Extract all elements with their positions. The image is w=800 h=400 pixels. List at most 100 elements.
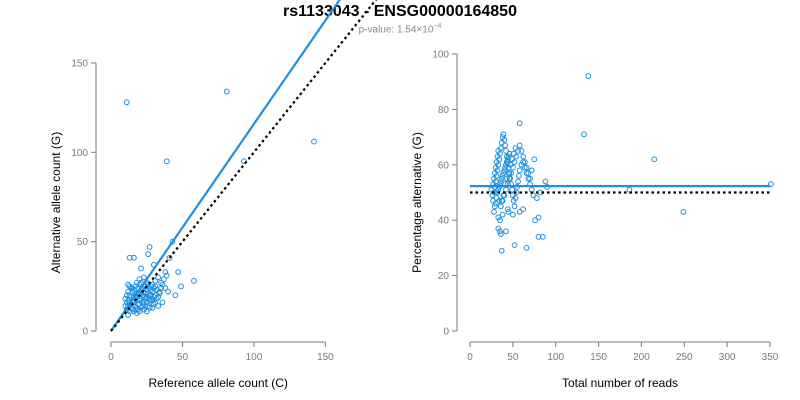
right-y-tick-label: 20: [438, 271, 450, 282]
left-data-point: [145, 281, 152, 288]
left-data-point: [146, 285, 153, 292]
right-data-point: [497, 217, 503, 224]
left-data-point: [140, 274, 147, 281]
right-data-point: [527, 175, 533, 182]
chart-title: rs1133043 - ENSG00000164850: [283, 3, 517, 20]
right-data-point: [497, 203, 504, 210]
right-data-point: [518, 148, 525, 154]
right-data-point: [504, 156, 511, 163]
right-data-point: [508, 170, 515, 177]
right-data-point: [516, 167, 523, 174]
right-data-point: [531, 156, 538, 163]
left-data-point: [223, 88, 230, 95]
right-data-point: [515, 172, 522, 179]
left-data-point: [125, 312, 132, 318]
left-x-tick-label: 150: [317, 352, 334, 363]
right-data-point: [521, 164, 528, 171]
right-y-tick-label: 0: [443, 327, 449, 338]
left-data-point: [158, 285, 164, 292]
right-y-axis-label: Percentage alternative (G): [410, 132, 424, 273]
right-data-point: [507, 161, 514, 168]
right-data-point: [651, 156, 658, 163]
left-data-point: [172, 292, 179, 299]
left-data-point: [163, 272, 170, 279]
right-data-point: [535, 233, 542, 240]
right-data-point: [680, 208, 687, 215]
right-data-point: [533, 195, 540, 201]
right-data-point: [491, 170, 498, 177]
left-data-point: [143, 308, 150, 315]
right-data-point: [523, 164, 530, 171]
right-x-tick-label: 0: [467, 352, 473, 363]
right-data-point: [491, 208, 497, 215]
right-data-point: [530, 192, 537, 199]
right-data-point: [505, 153, 512, 160]
right-data-point: [509, 156, 515, 163]
left-data-point: [156, 288, 163, 295]
left-data-point: [145, 251, 152, 258]
right-data-point: [495, 225, 502, 232]
left-data-point: [126, 283, 133, 290]
left-data-point: [162, 285, 169, 292]
right-data-point: [504, 206, 511, 213]
left-data-point: [123, 292, 130, 299]
right-data-point: [498, 247, 505, 254]
chart-subtitle: p-value: 1.54×10−4: [0, 23, 800, 35]
left-data-point: [149, 281, 156, 288]
right-data-point: [767, 181, 774, 188]
left-data-point: [123, 299, 130, 306]
right-data-point: [494, 153, 501, 160]
left-data-point: [125, 288, 132, 295]
right-data-point: [503, 153, 510, 160]
left-data-point: [152, 299, 159, 306]
left-data-point: [133, 279, 140, 286]
right-data-point: [496, 197, 503, 204]
right-data-point: [493, 159, 500, 165]
right-data-point: [539, 233, 546, 240]
pvalue-exponent: −4: [433, 23, 442, 30]
right-x-tick-label: 300: [719, 352, 736, 363]
left-x-tick-label: 0: [108, 352, 114, 363]
right-data-point: [499, 172, 506, 179]
left-data-point: [142, 290, 149, 297]
right-data-point: [542, 178, 549, 185]
left-data-point: [132, 303, 139, 309]
left-data-point: [133, 310, 140, 317]
right-data-point: [509, 211, 516, 218]
right-x-tick-label: 200: [633, 352, 650, 363]
left-data-point: [146, 244, 153, 250]
right-data-point: [502, 142, 509, 149]
right-data-point: [520, 206, 527, 213]
right-data-point: [491, 175, 497, 182]
left-data-point: [163, 158, 170, 165]
left-data-point: [150, 294, 157, 300]
right-y-tick-label: 40: [438, 216, 450, 227]
right-data-point: [581, 131, 587, 138]
right-data-point: [516, 142, 523, 149]
left-data-point: [241, 158, 247, 165]
left-data-point: [132, 306, 139, 313]
left-data-point: [152, 283, 159, 290]
right-data-point: [520, 153, 527, 160]
right-data-point: [497, 231, 504, 237]
left-data-point: [175, 269, 182, 275]
left-data-point: [191, 278, 197, 284]
right-data-point: [503, 148, 509, 154]
right-data-point: [512, 145, 519, 152]
right-x-tick-label: 150: [590, 352, 607, 363]
right-data-point: [528, 167, 535, 174]
right-y-tick-label: 100: [432, 50, 449, 61]
right-data-point: [492, 164, 499, 171]
right-data-point: [626, 186, 633, 193]
right-data-point: [503, 175, 510, 182]
left-data-point: [162, 269, 169, 275]
right-data-point: [505, 170, 512, 177]
left-data-point: [149, 297, 156, 304]
left-data-point: [138, 295, 144, 302]
left-data-point: [156, 290, 163, 297]
right-data-point: [488, 186, 495, 193]
right-data-point: [523, 170, 530, 177]
left-data-point: [311, 138, 317, 145]
right-data-point: [511, 203, 518, 210]
